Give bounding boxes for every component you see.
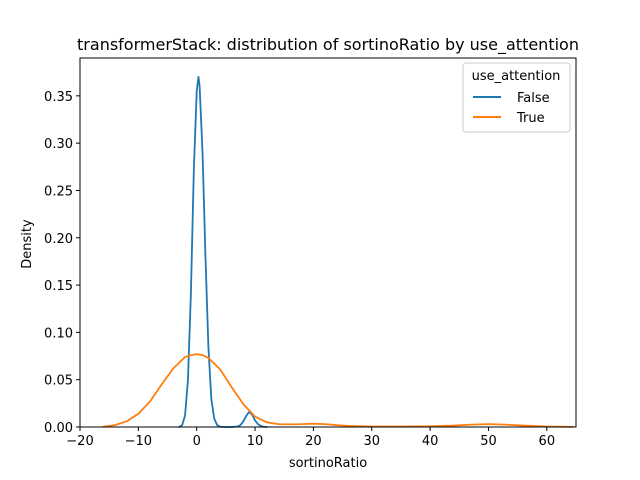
x-tick-label: −10	[125, 434, 152, 449]
y-tick-label: 0.30	[44, 137, 73, 152]
series-line-false	[178, 76, 268, 428]
x-axis-label: sortinoRatio	[289, 456, 367, 471]
y-tick-label: 0.00	[44, 421, 73, 436]
y-tick-label: 0.25	[44, 184, 73, 199]
plot-area: −20 −10 0 10 20 30 40 50 60 0.00 0.05 0.10 0.15 0.20 0…	[44, 57, 577, 449]
series-line-true	[102, 353, 574, 428]
legend-title: use_attention	[472, 69, 561, 84]
x-tick-label: 10	[247, 434, 264, 449]
axes-frame	[79, 57, 577, 428]
y-tick-label: 0.35	[44, 90, 73, 105]
x-tick-label: 0	[193, 434, 201, 449]
legend-label-false: False	[517, 91, 550, 106]
x-tick-label: 50	[480, 434, 497, 449]
legend: use_attention False True	[462, 62, 571, 133]
y-tick-label: 0.20	[44, 232, 73, 247]
legend-frame	[462, 62, 571, 133]
x-tick-label: 60	[539, 434, 556, 449]
x-tick-label: −20	[66, 434, 93, 449]
y-tick-label: 0.10	[44, 326, 73, 341]
y-axis-label: Density	[20, 219, 35, 269]
y-tick-label: 0.15	[44, 279, 73, 294]
x-tick-label: 40	[422, 434, 439, 449]
legend-label-true: True	[516, 111, 545, 126]
chart-title: transformerStack: distribution of sortin…	[77, 35, 579, 55]
x-tick-label: 20	[305, 434, 322, 449]
y-tick-label: 0.05	[44, 374, 73, 389]
x-tick-label: 30	[363, 434, 380, 449]
